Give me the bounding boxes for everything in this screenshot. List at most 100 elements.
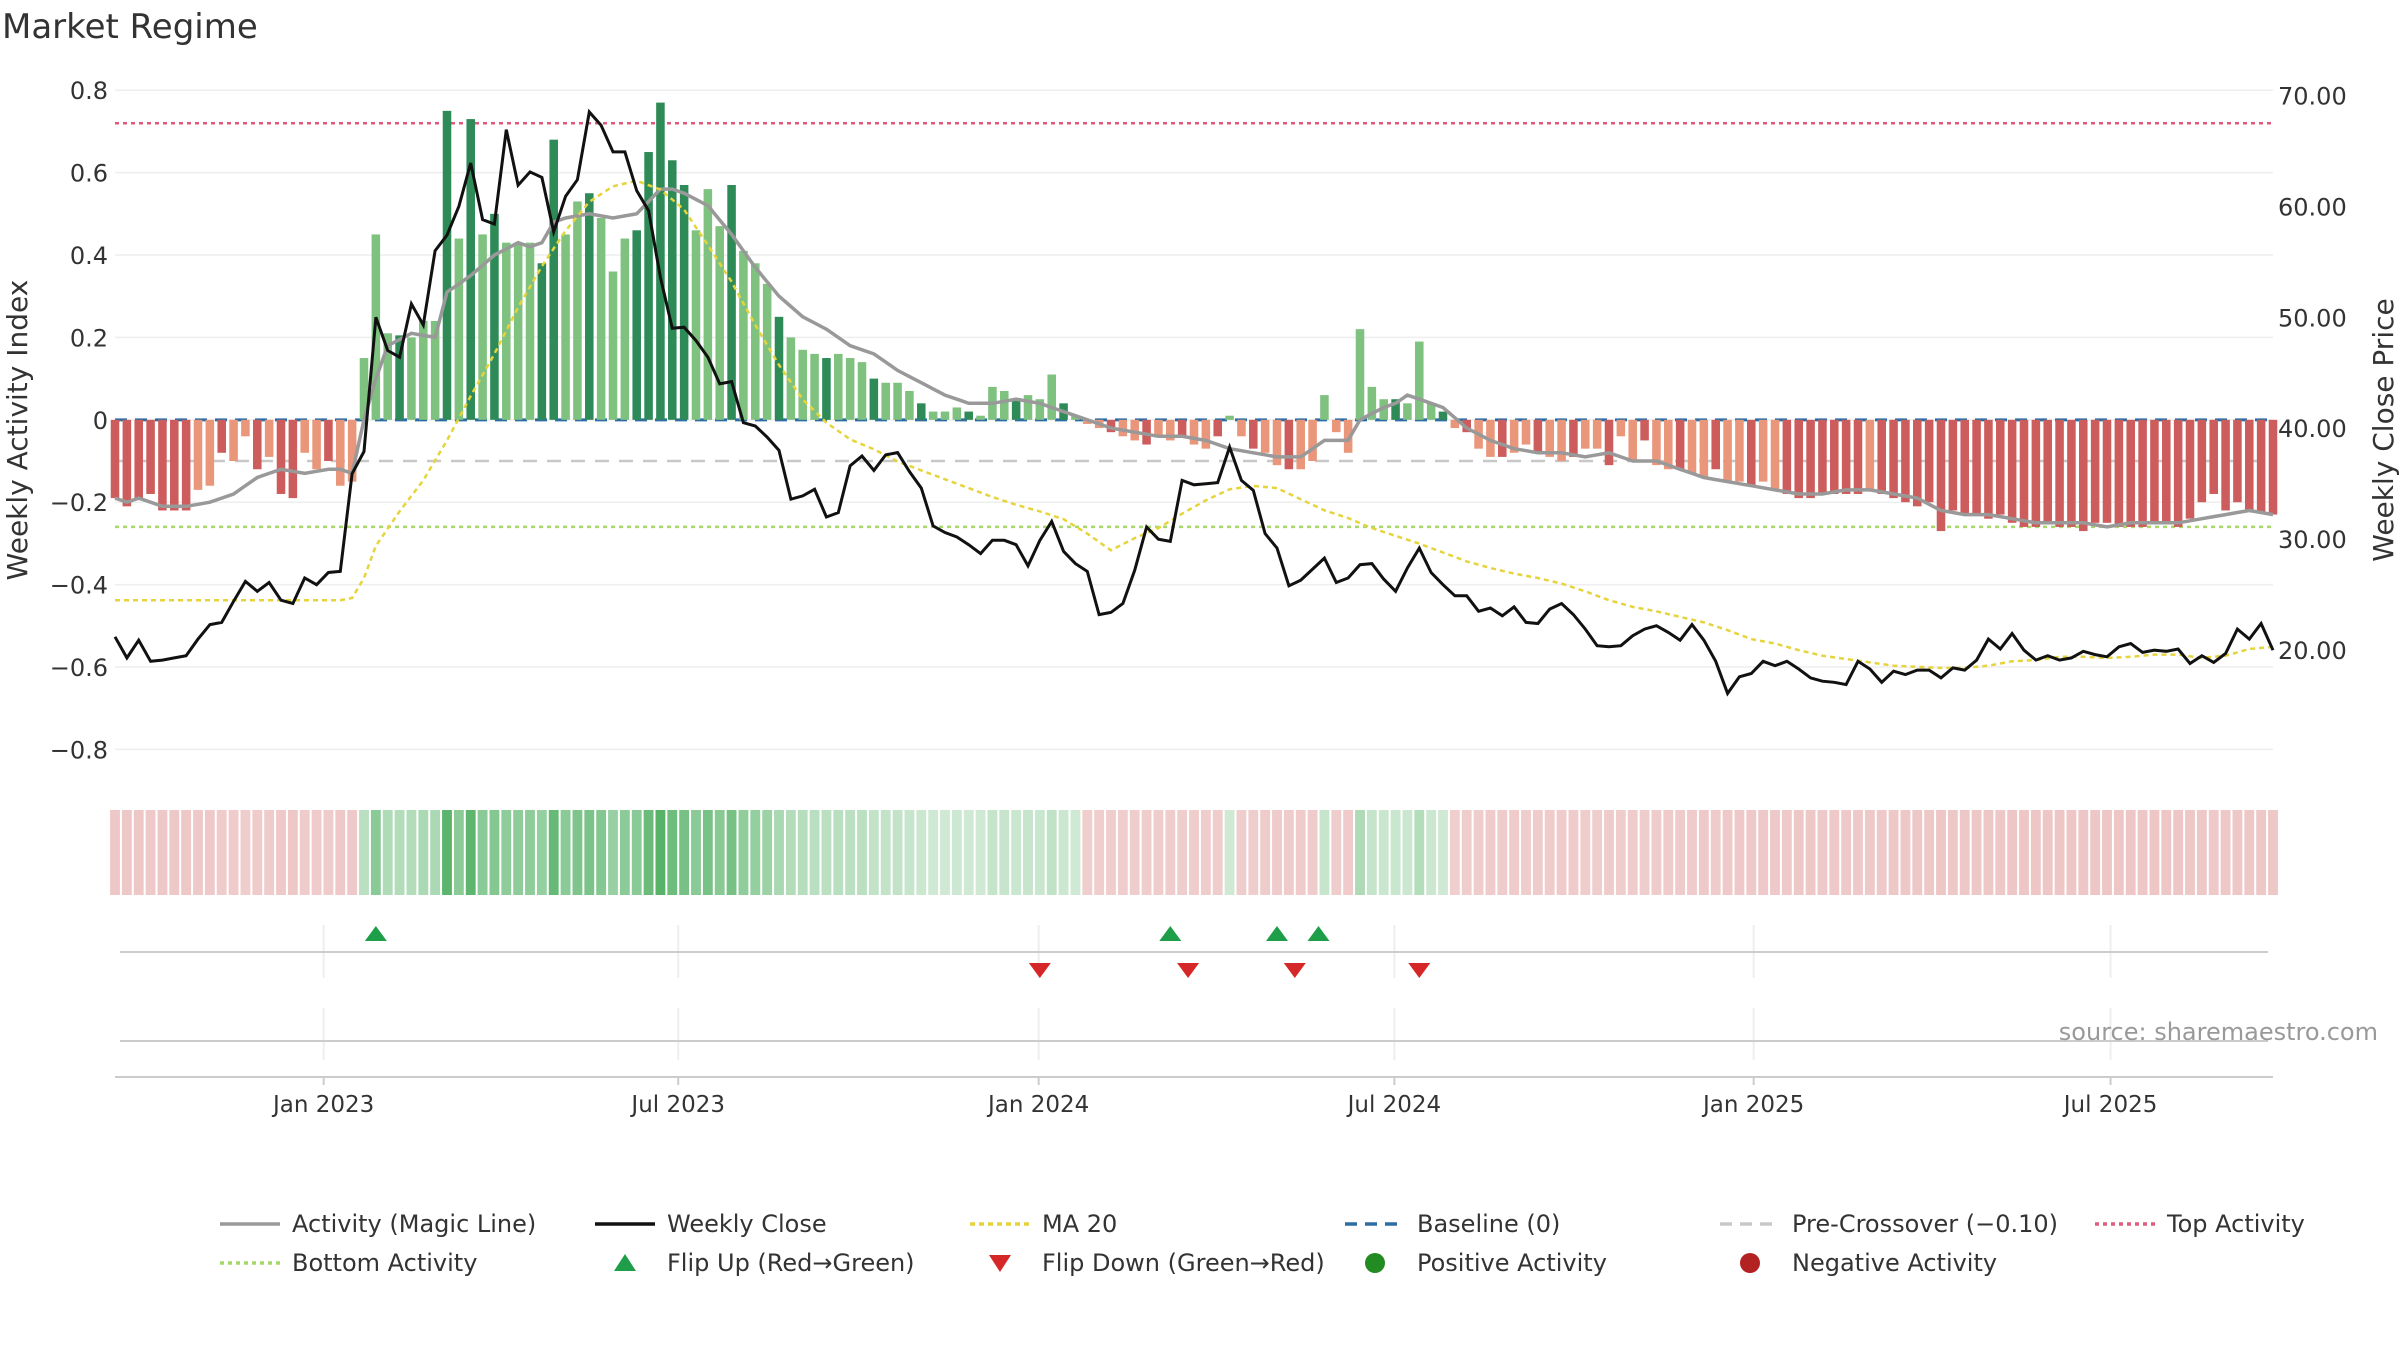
regime-strip-cell	[1853, 810, 1863, 895]
activity-bar	[324, 419, 333, 462]
regime-strip-cell	[2090, 810, 2101, 895]
activity-bar	[1343, 419, 1353, 453]
activity-bar	[2102, 419, 2112, 523]
regime-strip-cell	[584, 810, 595, 895]
activity-bar	[430, 320, 440, 420]
activity-bar	[668, 160, 677, 420]
regime-strip-cell	[750, 810, 761, 895]
regime-strip-cell	[1046, 810, 1057, 895]
regime-strip-cell	[2220, 810, 2231, 895]
activity-bar	[1687, 419, 1697, 474]
activity-bar	[1154, 419, 1163, 437]
regime-strip-cell	[1521, 810, 1531, 895]
activity-bar	[1841, 419, 1851, 494]
regime-strip-cell	[2161, 810, 2172, 895]
legend-item: Weekly Close	[595, 1210, 827, 1238]
activity-bar	[1308, 419, 1317, 462]
legend-label: Baseline (0)	[1417, 1210, 1560, 1238]
regime-strip-cell	[1675, 810, 1686, 895]
activity-bar	[1699, 419, 1709, 478]
regime-strip-cell	[1734, 810, 1745, 895]
regime-strip-cell	[204, 810, 215, 895]
regime-strip-cell	[1165, 810, 1176, 895]
activity-bar	[1545, 419, 1554, 457]
regime-strip-cell	[987, 810, 998, 895]
activity-bar	[122, 419, 132, 507]
regime-strip-cell	[1153, 810, 1164, 895]
activity-bar	[466, 119, 475, 420]
regime-strip-cell	[762, 810, 773, 895]
activity-bar	[1426, 403, 1436, 420]
activity-bar	[1509, 419, 1519, 453]
regime-strip-cell	[1722, 810, 1733, 895]
regime-strip-cell	[323, 810, 334, 895]
activity-bar	[810, 353, 819, 420]
regime-strip-cell	[1260, 810, 1271, 895]
regime-strip-cell	[608, 810, 618, 895]
regime-strip-cell	[2054, 810, 2065, 895]
y-left-tick-label: 0.4	[70, 242, 108, 270]
legend-item: Flip Up (Red→Green)	[614, 1249, 915, 1277]
activity-bar	[490, 213, 499, 420]
activity-bar	[881, 382, 890, 420]
activity-bar	[1770, 419, 1780, 490]
activity-bar	[679, 184, 689, 420]
flip-up-marker	[1266, 926, 1288, 941]
activity-bar	[845, 358, 855, 420]
legend-label: Flip Up (Red→Green)	[667, 1249, 915, 1277]
activity-bar	[1664, 419, 1673, 470]
activity-bar	[336, 419, 345, 486]
regime-strip-cell	[1592, 810, 1603, 895]
legend-label: Bottom Activity	[292, 1249, 477, 1277]
legend-label: Flip Down (Green→Red)	[1042, 1249, 1325, 1277]
legend-label: MA 20	[1042, 1210, 1117, 1238]
regime-strip-cell	[928, 810, 939, 895]
activity-bar	[1023, 395, 1033, 420]
y-right-axis-label: Weekly Close Price	[2367, 298, 2400, 561]
activity-bar	[1865, 419, 1875, 490]
activity-bar	[502, 242, 511, 420]
regime-strip-cell	[548, 810, 559, 895]
regime-strip-cell	[1082, 810, 1093, 895]
activity-bar	[1011, 399, 1021, 420]
activity-bar	[644, 152, 653, 420]
regime-strip-cell	[1390, 810, 1401, 895]
regime-strip-cell	[406, 810, 417, 895]
regime-strip-cell	[1532, 810, 1543, 895]
regime-strip-cell	[335, 810, 346, 895]
activity-bar	[347, 419, 357, 482]
regime-strip-cell	[1876, 810, 1887, 895]
regime-strip-cell	[1011, 810, 1022, 895]
activity-bar	[2233, 419, 2242, 503]
regime-strip-cell	[1295, 810, 1306, 895]
regime-strip-cell	[1177, 810, 1188, 895]
activity-bar	[964, 411, 973, 420]
regime-strip-cell	[216, 810, 227, 895]
activity-bar	[229, 419, 238, 462]
activity-bar	[751, 263, 760, 420]
regime-strip-cell	[1924, 810, 1935, 895]
activity-bar	[2138, 419, 2147, 527]
regime-strip-cell	[110, 810, 120, 895]
regime-strip-cell	[1034, 810, 1045, 895]
regime-strip-cell	[2102, 810, 2112, 895]
activity-bar	[1984, 419, 1993, 519]
activity-bar	[2197, 419, 2207, 503]
activity-bar	[359, 358, 369, 420]
legend-item: Activity (Magic Line)	[220, 1210, 536, 1238]
regime-strip-cell	[2185, 810, 2195, 895]
x-tick-label: Jul 2025	[2062, 1092, 2158, 1118]
regime-strip-cell	[1793, 810, 1804, 895]
activity-bar	[1296, 419, 1305, 470]
activity-bar	[1521, 419, 1531, 445]
regime-strip-cell	[1687, 810, 1697, 895]
activity-bar	[1071, 415, 1080, 420]
activity-bar	[1391, 399, 1400, 420]
ma20-series	[115, 179, 2274, 670]
y-left-tick-label: 0.6	[70, 160, 108, 188]
regime-strip-cell	[299, 810, 310, 895]
regime-strip-cell	[1272, 810, 1282, 895]
activity-bar	[217, 419, 226, 453]
regime-strip-cell	[1912, 810, 1923, 895]
activity-bar	[727, 184, 736, 420]
